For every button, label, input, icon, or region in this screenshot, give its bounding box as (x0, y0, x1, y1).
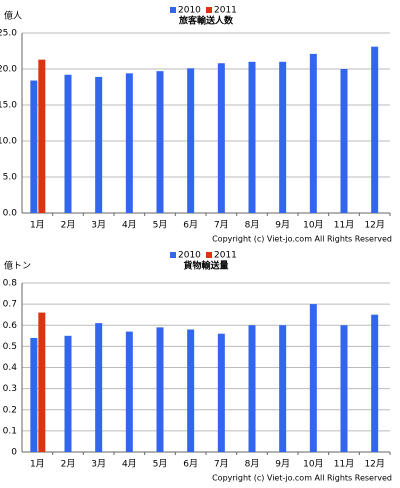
x-tick-label: 5月 (153, 459, 168, 470)
bar (95, 323, 103, 452)
x-tick-label: 10月 (303, 459, 323, 470)
y-tick-label: 0.4 (3, 363, 18, 373)
bar (309, 53, 317, 213)
legend-label: 2011 (214, 251, 237, 261)
x-tick-label: 6月 (183, 459, 198, 470)
y-axis-label: 億トン (4, 260, 31, 272)
bar (30, 337, 38, 452)
y-tick-label: 25.0 (0, 29, 17, 39)
y-tick-label: 0.5 (3, 342, 17, 352)
bar (371, 314, 379, 452)
legend-swatch (206, 7, 212, 13)
x-tick-label: 5月 (153, 220, 168, 231)
x-tick-label: 6月 (183, 220, 198, 231)
legend-label: 2011 (214, 6, 237, 16)
bar (64, 74, 72, 213)
x-tick-label: 8月 (245, 220, 260, 231)
x-tick-label: 4月 (122, 220, 137, 231)
copyright: Copyright (c) Viet-jo.com All Rights Res… (212, 235, 392, 244)
y-tick-label: 0.2 (3, 405, 17, 415)
bar (248, 325, 256, 452)
x-tick-label: 12月 (364, 459, 384, 470)
legend-label: 2010 (178, 251, 201, 261)
bar (187, 68, 195, 213)
bar (248, 61, 256, 213)
bar (340, 325, 348, 452)
x-tick-label: 9月 (275, 220, 290, 231)
y-tick-label: 0.6 (3, 321, 18, 331)
chart-title: 旅客輸送人数 (179, 15, 234, 27)
y-tick-label: 0.1 (3, 426, 17, 436)
x-tick-label: 8月 (245, 459, 260, 470)
x-tick-label: 3月 (91, 220, 106, 231)
bar (371, 46, 379, 214)
x-tick-label: 7月 (214, 459, 229, 470)
bar (64, 335, 72, 452)
x-tick-label: 12月 (364, 220, 384, 231)
x-tick-label: 1月 (30, 220, 45, 231)
x-tick-label: 10月 (303, 220, 323, 231)
bar (38, 59, 46, 213)
bar (156, 71, 164, 213)
x-tick-label: 2月 (61, 459, 76, 470)
x-tick-label: 11月 (334, 220, 354, 231)
copyright: Copyright (c) Viet-jo.com All Rights Res… (212, 474, 392, 483)
y-tick-label: 15.0 (0, 101, 17, 111)
y-tick-label: 5.0 (3, 173, 18, 183)
bar (125, 331, 133, 452)
bar (217, 63, 225, 213)
bar (340, 69, 348, 213)
x-tick-label: 4月 (122, 459, 137, 470)
x-tick-label: 2月 (61, 220, 76, 231)
y-tick-label: 0.0 (3, 209, 18, 219)
y-tick-label: 0.3 (3, 384, 17, 394)
legend-swatch (206, 252, 212, 258)
bar (187, 329, 195, 452)
bar (156, 327, 164, 452)
bar (279, 325, 287, 452)
x-tick-label: 7月 (214, 220, 229, 231)
x-tick-label: 1月 (30, 459, 45, 470)
bar (279, 61, 287, 213)
y-tick-label: 0 (11, 448, 17, 458)
y-tick-label: 0.7 (3, 300, 17, 310)
x-tick-label: 9月 (275, 459, 290, 470)
legend-swatch (170, 7, 176, 13)
bar (309, 304, 317, 452)
bar (95, 76, 103, 213)
bar (125, 73, 133, 213)
x-tick-label: 3月 (91, 459, 106, 470)
y-axis-label: 億人 (4, 10, 22, 22)
legend-label: 2010 (178, 6, 201, 16)
legend-swatch (170, 252, 176, 258)
y-tick-label: 20.0 (0, 65, 17, 75)
bar (30, 80, 38, 214)
chart-title: 貨物輸送量 (183, 260, 228, 272)
y-tick-label: 10.0 (0, 137, 17, 147)
x-tick-label: 11月 (334, 459, 354, 470)
bar (217, 333, 225, 452)
bar (38, 312, 46, 452)
y-tick-label: 0.8 (3, 279, 18, 289)
